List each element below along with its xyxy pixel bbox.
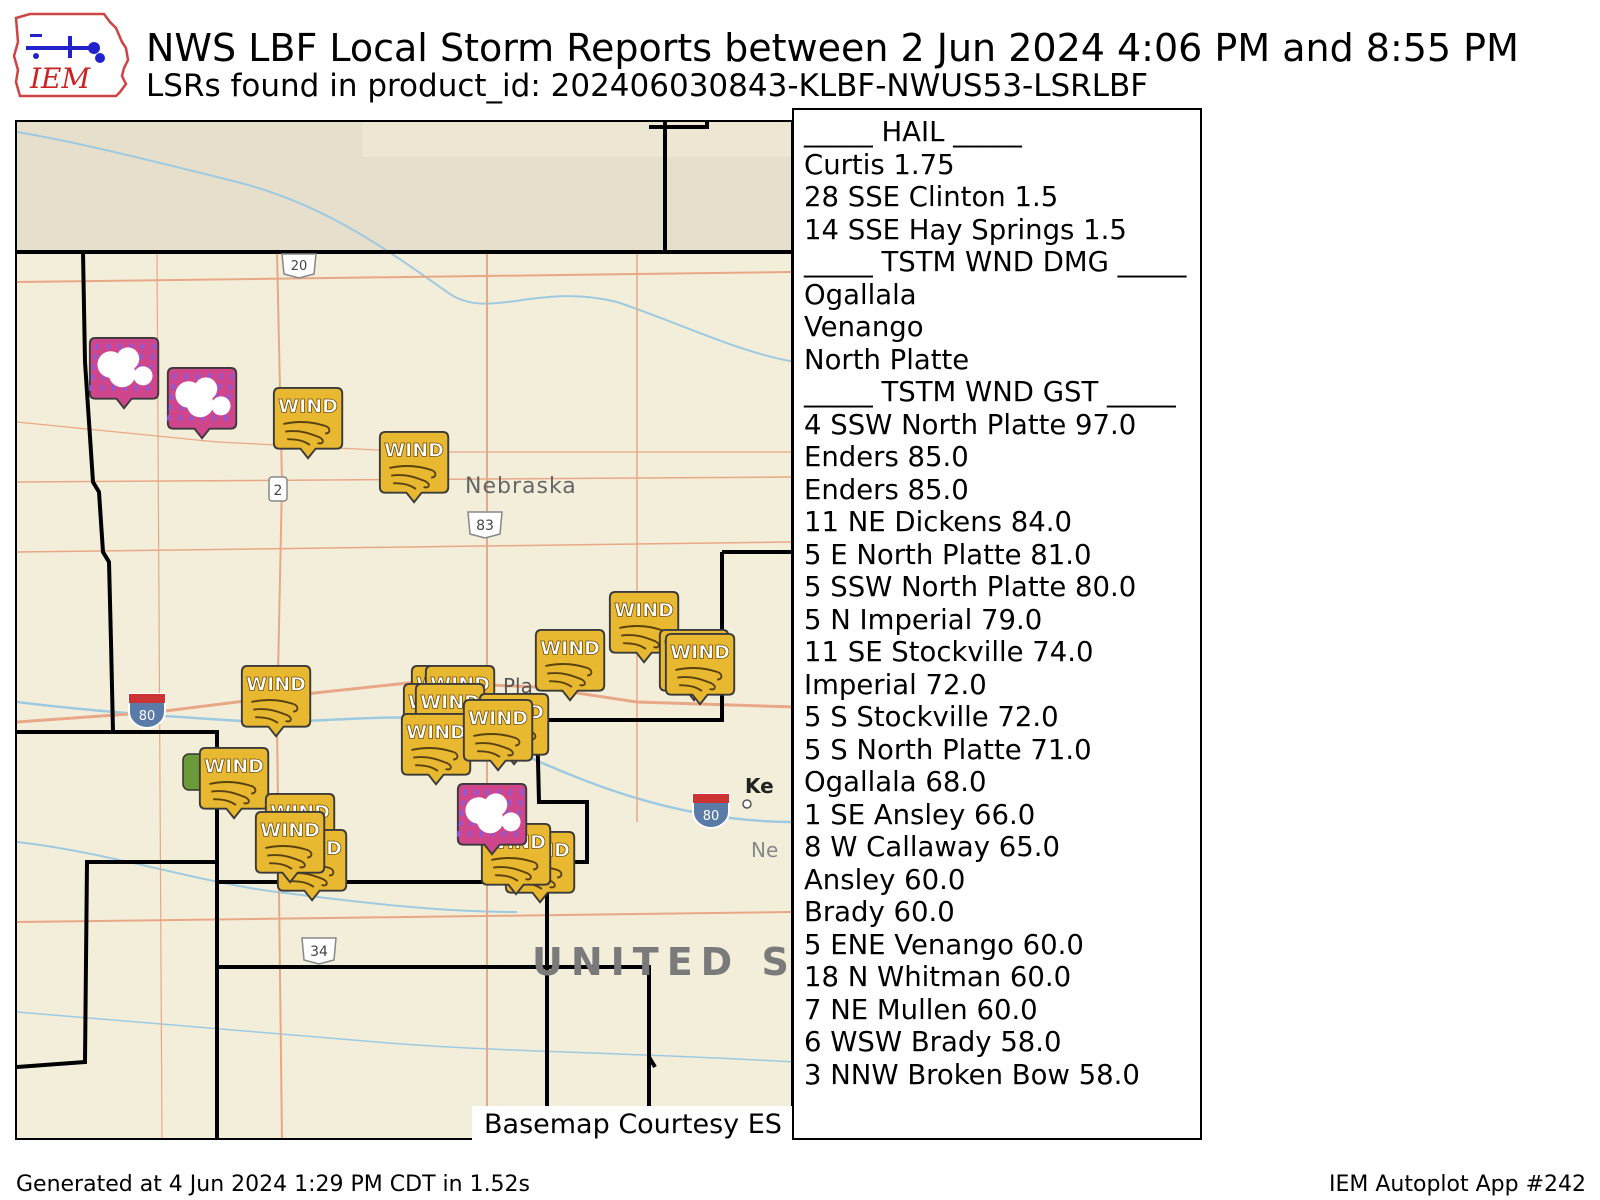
wind-marker-label: WIND xyxy=(406,722,466,744)
wind-report-marker[interactable]: WIND xyxy=(253,810,329,886)
legend-entry: Imperial 72.0 xyxy=(804,668,987,701)
legend-entry: Ogallala 68.0 xyxy=(804,766,987,798)
us-route-shield-20: 20 xyxy=(281,253,317,279)
svg-text:83: 83 xyxy=(476,518,494,534)
legend-entry: 6 WSW Brady 58.0 xyxy=(804,1026,1062,1058)
legend-entry: 8 W Callaway 65.0 xyxy=(804,831,1060,863)
legend-entry: Enders 85.0 xyxy=(804,473,969,506)
page-subtitle: LSRs found in product_id: 202406030843-K… xyxy=(146,68,1149,104)
report-legend: _____ HAIL _____ Curtis 1.75 28 SSE Clinto… xyxy=(792,108,1202,1140)
legend-entry: 5 ENE Venango 60.0 xyxy=(804,928,1084,961)
legend-entry: 1 SE Ansley 66.0 xyxy=(804,798,1036,831)
svg-text:20: 20 xyxy=(291,259,308,274)
wind-report-marker[interactable]: WIND xyxy=(533,628,609,704)
legend-entry: 3 NNW Broken Bow 58.0 xyxy=(804,1058,1140,1091)
wind-marker-label: WIND xyxy=(260,820,320,842)
app-label: IEM Autoplot App #242 xyxy=(1329,1172,1586,1197)
wind-report-marker[interactable]: WIND xyxy=(461,698,537,774)
city-label-kearney: Ke xyxy=(745,774,774,798)
logo-text: IEM xyxy=(29,62,92,95)
generated-timestamp: Generated at 4 Jun 2024 1:29 PM CDT in 1… xyxy=(16,1172,531,1197)
wind-report-marker[interactable]: WIND xyxy=(271,386,347,462)
legend-entry: 5 S North Platte 71.0 xyxy=(804,733,1092,766)
wind-marker-label: WIND xyxy=(670,642,730,664)
legend-entry: 28 SSE Clinton 1.5 xyxy=(804,181,1059,213)
legend-entry: 18 N Whitman 60.0 xyxy=(804,961,1072,993)
wind-marker-label: WIND xyxy=(468,708,528,730)
iem-logo: IEM xyxy=(12,12,132,98)
svg-text:80: 80 xyxy=(139,709,156,724)
legend-entry: 5 E North Platte 81.0 xyxy=(804,538,1092,571)
wind-report-marker[interactable]: WIND xyxy=(239,664,315,740)
wind-marker-label: WIND xyxy=(278,396,338,418)
legend-entry: 11 SE Stockville 74.0 xyxy=(804,636,1094,668)
legend-entry: Enders 85.0 xyxy=(804,441,969,473)
us-route-shield-34: 34 xyxy=(301,937,337,965)
legend-entry: 4 SSW North Platte 97.0 xyxy=(804,408,1137,441)
basemap-credit: Basemap Courtesy ES xyxy=(472,1106,794,1144)
legend-section-header: _____ HAIL _____ xyxy=(804,116,1022,148)
legend-entry: 14 SSE Hay Springs 1.5 xyxy=(804,213,1127,246)
state-route-shield-2: 2 xyxy=(268,476,288,502)
legend-section-header: _____ TSTM WND GST _____ xyxy=(804,376,1176,408)
legend-entry: 5 N Imperial 79.0 xyxy=(804,603,1043,636)
interstate-shield-80-east: 80 xyxy=(692,793,730,830)
map-panel[interactable]: 20 2 83 80 80 34 Nebraska UNITED STA Ke … xyxy=(15,120,793,1140)
svg-text:2: 2 xyxy=(274,483,283,499)
svg-text:80: 80 xyxy=(703,809,720,824)
svg-text:34: 34 xyxy=(310,944,328,960)
wind-report-marker[interactable]: WIND xyxy=(377,430,453,506)
wind-report-marker[interactable]: WIND xyxy=(663,632,739,708)
legend-entry: 5 S Stockville 72.0 xyxy=(804,701,1059,733)
hail-report-marker[interactable] xyxy=(87,336,163,412)
country-label: UNITED STA xyxy=(532,940,791,984)
interstate-shield-80-west: 80 xyxy=(128,693,166,730)
us-route-shield-83: 83 xyxy=(467,511,503,539)
legend-entry: North Platte xyxy=(804,343,970,376)
legend-entry: Curtis 1.75 xyxy=(804,148,955,181)
wind-marker-label: WIND xyxy=(204,756,264,778)
city-dot-kearney xyxy=(742,799,752,809)
legend-entry: 5 SSW North Platte 80.0 xyxy=(804,571,1137,603)
hail-report-marker[interactable] xyxy=(165,366,241,442)
legend-entry: 11 NE Dickens 84.0 xyxy=(804,506,1072,538)
legend-entry: Brady 60.0 xyxy=(804,896,955,928)
hail-report-marker[interactable] xyxy=(455,782,531,858)
page-title: NWS LBF Local Storm Reports between 2 Ju… xyxy=(146,26,1519,70)
wind-marker-label: WIND xyxy=(540,638,600,660)
legend-entry: Ansley 60.0 xyxy=(804,863,966,896)
legend-section-header: _____ TSTM WND DMG _____ xyxy=(804,246,1187,278)
city-label-ne: Ne xyxy=(751,838,779,862)
wind-marker-label: WIND xyxy=(246,674,306,696)
wind-marker-label: WIND xyxy=(614,600,674,622)
wind-report-marker[interactable]: WIND xyxy=(197,746,273,822)
legend-entry: 7 NE Mullen 60.0 xyxy=(804,993,1038,1026)
legend-entry: Venango xyxy=(804,311,924,343)
wind-marker-label: WIND xyxy=(384,440,444,462)
legend-entry: Ogallala xyxy=(804,278,917,311)
state-label: Nebraska xyxy=(465,474,577,499)
